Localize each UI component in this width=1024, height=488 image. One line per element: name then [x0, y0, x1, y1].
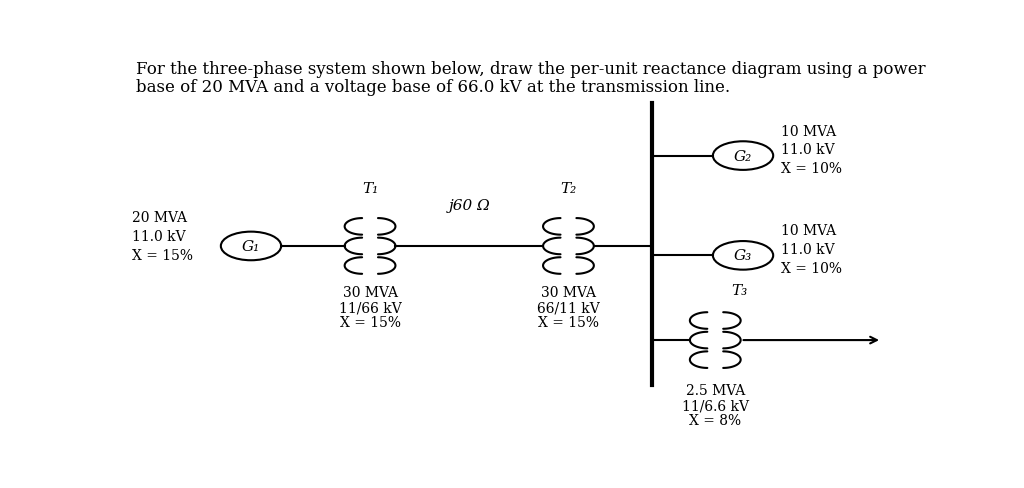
Text: 30 MVA: 30 MVA — [343, 285, 397, 300]
Text: 66/11 kV: 66/11 kV — [537, 301, 600, 315]
Text: 20 MVA: 20 MVA — [132, 211, 187, 224]
Text: 11.0 kV: 11.0 kV — [781, 143, 835, 157]
Text: j60 Ω: j60 Ω — [449, 199, 490, 213]
Text: G₃: G₃ — [734, 249, 753, 263]
Text: 11.0 kV: 11.0 kV — [132, 229, 185, 244]
Text: G₁: G₁ — [242, 240, 260, 253]
Text: 10 MVA: 10 MVA — [781, 224, 837, 238]
Text: base of 20 MVA and a voltage base of 66.0 kV at the transmission line.: base of 20 MVA and a voltage base of 66.… — [136, 79, 730, 96]
Text: X = 15%: X = 15% — [538, 316, 599, 329]
Text: 10 MVA: 10 MVA — [781, 124, 837, 138]
Text: X = 10%: X = 10% — [781, 162, 842, 176]
Text: 30 MVA: 30 MVA — [541, 285, 596, 300]
Text: T₁: T₁ — [361, 182, 378, 196]
Text: 11/6.6 kV: 11/6.6 kV — [682, 398, 749, 412]
Text: 11/66 kV: 11/66 kV — [339, 301, 401, 315]
Text: X = 15%: X = 15% — [132, 248, 193, 262]
Text: X = 10%: X = 10% — [781, 262, 842, 275]
Text: T₂: T₂ — [560, 182, 577, 196]
Text: G₂: G₂ — [734, 149, 753, 163]
Text: X = 8%: X = 8% — [689, 413, 741, 427]
Text: 11.0 kV: 11.0 kV — [781, 243, 835, 257]
Text: T₃: T₃ — [731, 284, 748, 298]
Text: For the three-phase system shown below, draw the per-unit reactance diagram usin: For the three-phase system shown below, … — [136, 61, 926, 78]
Text: 2.5 MVA: 2.5 MVA — [686, 383, 744, 397]
Text: X = 15%: X = 15% — [340, 316, 400, 329]
